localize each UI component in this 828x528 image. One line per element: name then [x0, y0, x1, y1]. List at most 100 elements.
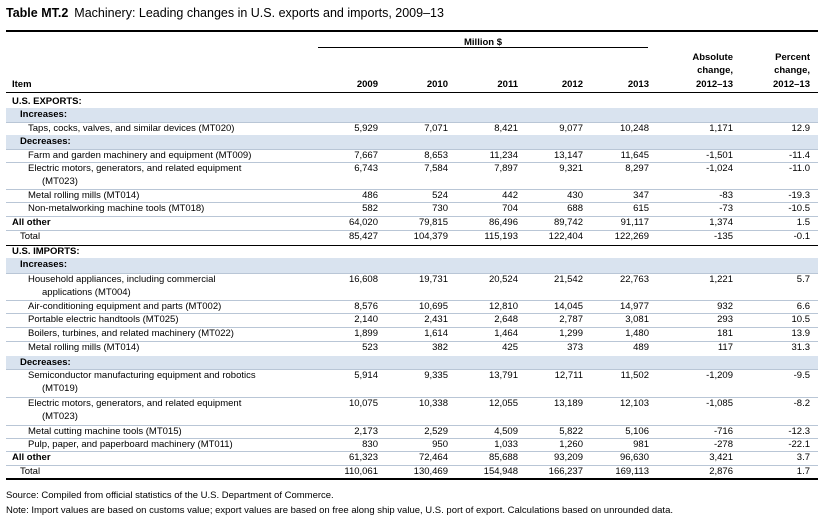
value-cell: 1,260 [559, 439, 583, 450]
pct-change-cell: -8.2 [793, 398, 810, 409]
value-cell: 13,189 [553, 398, 583, 409]
row-separator [6, 122, 818, 123]
abs-change-cell: 181 [717, 328, 733, 339]
value-cell: 64,020 [348, 217, 378, 228]
value-cell: 86,496 [488, 217, 518, 228]
value-cell: 9,321 [559, 163, 583, 174]
value-cell: 2,173 [354, 426, 378, 437]
bottom-rule [6, 479, 818, 480]
unit-header: Million $ [464, 37, 502, 48]
row-separator [6, 425, 818, 426]
value-cell: 7,071 [424, 123, 448, 134]
subsection-band [6, 135, 818, 149]
pct-change-cell: 1.5 [796, 217, 810, 228]
abs-change-cell: -716 [713, 426, 733, 437]
row-label: Household appliances, including commerci… [28, 274, 216, 285]
value-cell: 1,299 [559, 328, 583, 339]
value-cell: 9,335 [424, 370, 448, 381]
pct-change-cell: -19.3 [788, 190, 810, 201]
pct-change-cell: -22.1 [788, 439, 810, 450]
abs-change-header: Absolute [692, 52, 733, 63]
pct-change-cell: 31.3 [791, 342, 811, 353]
row-separator [6, 327, 818, 328]
subsection-band [6, 108, 818, 122]
value-cell: 2,140 [354, 314, 378, 325]
row-label-continuation: (MT019) [42, 383, 78, 394]
value-cell: 950 [432, 439, 448, 450]
value-cell: 373 [567, 342, 583, 353]
row-label: All other [12, 217, 51, 228]
value-cell: 154,948 [483, 466, 518, 477]
pct-change-cell: -0.1 [793, 231, 810, 242]
section-label: U.S. IMPORTS: [12, 246, 80, 257]
value-cell: 1,033 [494, 439, 518, 450]
value-cell: 1,899 [354, 328, 378, 339]
value-cell: 7,584 [424, 163, 448, 174]
row-label: Metal cutting machine tools (MT015) [28, 426, 182, 437]
value-cell: 14,977 [619, 301, 649, 312]
value-cell: 347 [633, 190, 649, 201]
value-cell: 10,248 [619, 123, 649, 134]
row-label: Metal rolling mills (MT014) [28, 342, 140, 353]
pct-change-cell: -10.5 [788, 203, 810, 214]
value-cell: 1,614 [424, 328, 448, 339]
value-cell: 8,421 [494, 123, 518, 134]
value-cell: 72,464 [418, 452, 448, 463]
subsection-band [6, 356, 818, 369]
value-cell: 16,608 [348, 274, 378, 285]
value-cell: 93,209 [553, 452, 583, 463]
value-cell: 11,234 [489, 150, 518, 161]
row-separator [6, 230, 818, 231]
value-cell: 11,502 [620, 370, 649, 381]
abs-change-header: 2012–13 [696, 79, 733, 90]
row-label: Total [20, 466, 41, 477]
value-cell: 430 [567, 190, 583, 201]
value-cell: 730 [432, 203, 448, 214]
row-separator [6, 149, 818, 150]
value-cell: 615 [633, 203, 649, 214]
abs-change-header: change, [697, 65, 733, 76]
value-cell: 12,103 [619, 398, 649, 409]
value-cell: 524 [432, 190, 448, 201]
value-cell: 20,524 [488, 274, 518, 285]
row-label: Non-metalworking machine tools (MT018) [28, 203, 205, 214]
row-separator [6, 313, 818, 314]
value-cell: 21,542 [553, 274, 583, 285]
value-cell: 5,914 [354, 370, 378, 381]
value-cell: 10,695 [418, 301, 448, 312]
row-separator [6, 397, 818, 398]
abs-change-cell: -1,024 [706, 163, 733, 174]
value-cell: 9,077 [559, 123, 583, 134]
abs-change-cell: 1,171 [709, 123, 733, 134]
abs-change-cell: -1,501 [706, 150, 733, 161]
value-cell: 981 [633, 439, 649, 450]
value-cell: 5,106 [625, 426, 649, 437]
abs-change-cell: -135 [713, 231, 733, 242]
value-cell: 8,653 [424, 150, 448, 161]
value-cell: 486 [362, 190, 378, 201]
row-separator [6, 189, 818, 190]
value-cell: 91,117 [620, 217, 649, 228]
value-cell: 104,379 [413, 231, 448, 242]
row-label-continuation: (MT023) [42, 176, 78, 187]
value-cell: 10,075 [348, 398, 378, 409]
abs-change-cell: 293 [717, 314, 733, 325]
abs-change-cell: -1,085 [706, 398, 733, 409]
row-label: Taps, cocks, valves, and similar devices… [28, 123, 235, 134]
value-cell: 12,711 [554, 370, 583, 381]
value-cell: 4,509 [494, 426, 518, 437]
value-cell: 5,929 [354, 123, 378, 134]
subsection-label: Increases: [20, 259, 68, 270]
row-separator [6, 341, 818, 342]
table-number: Table MT.2 [6, 6, 69, 20]
value-cell: 166,237 [548, 466, 583, 477]
value-cell: 830 [362, 439, 378, 450]
value-cell: 96,630 [619, 452, 649, 463]
row-separator [6, 245, 818, 246]
pct-change-cell: -11.4 [789, 150, 810, 161]
row-label: Total [20, 231, 41, 242]
value-cell: 7,667 [354, 150, 378, 161]
pct-change-header: change, [774, 65, 810, 76]
value-cell: 11,645 [620, 150, 649, 161]
subsection-label: Decreases: [20, 136, 71, 147]
